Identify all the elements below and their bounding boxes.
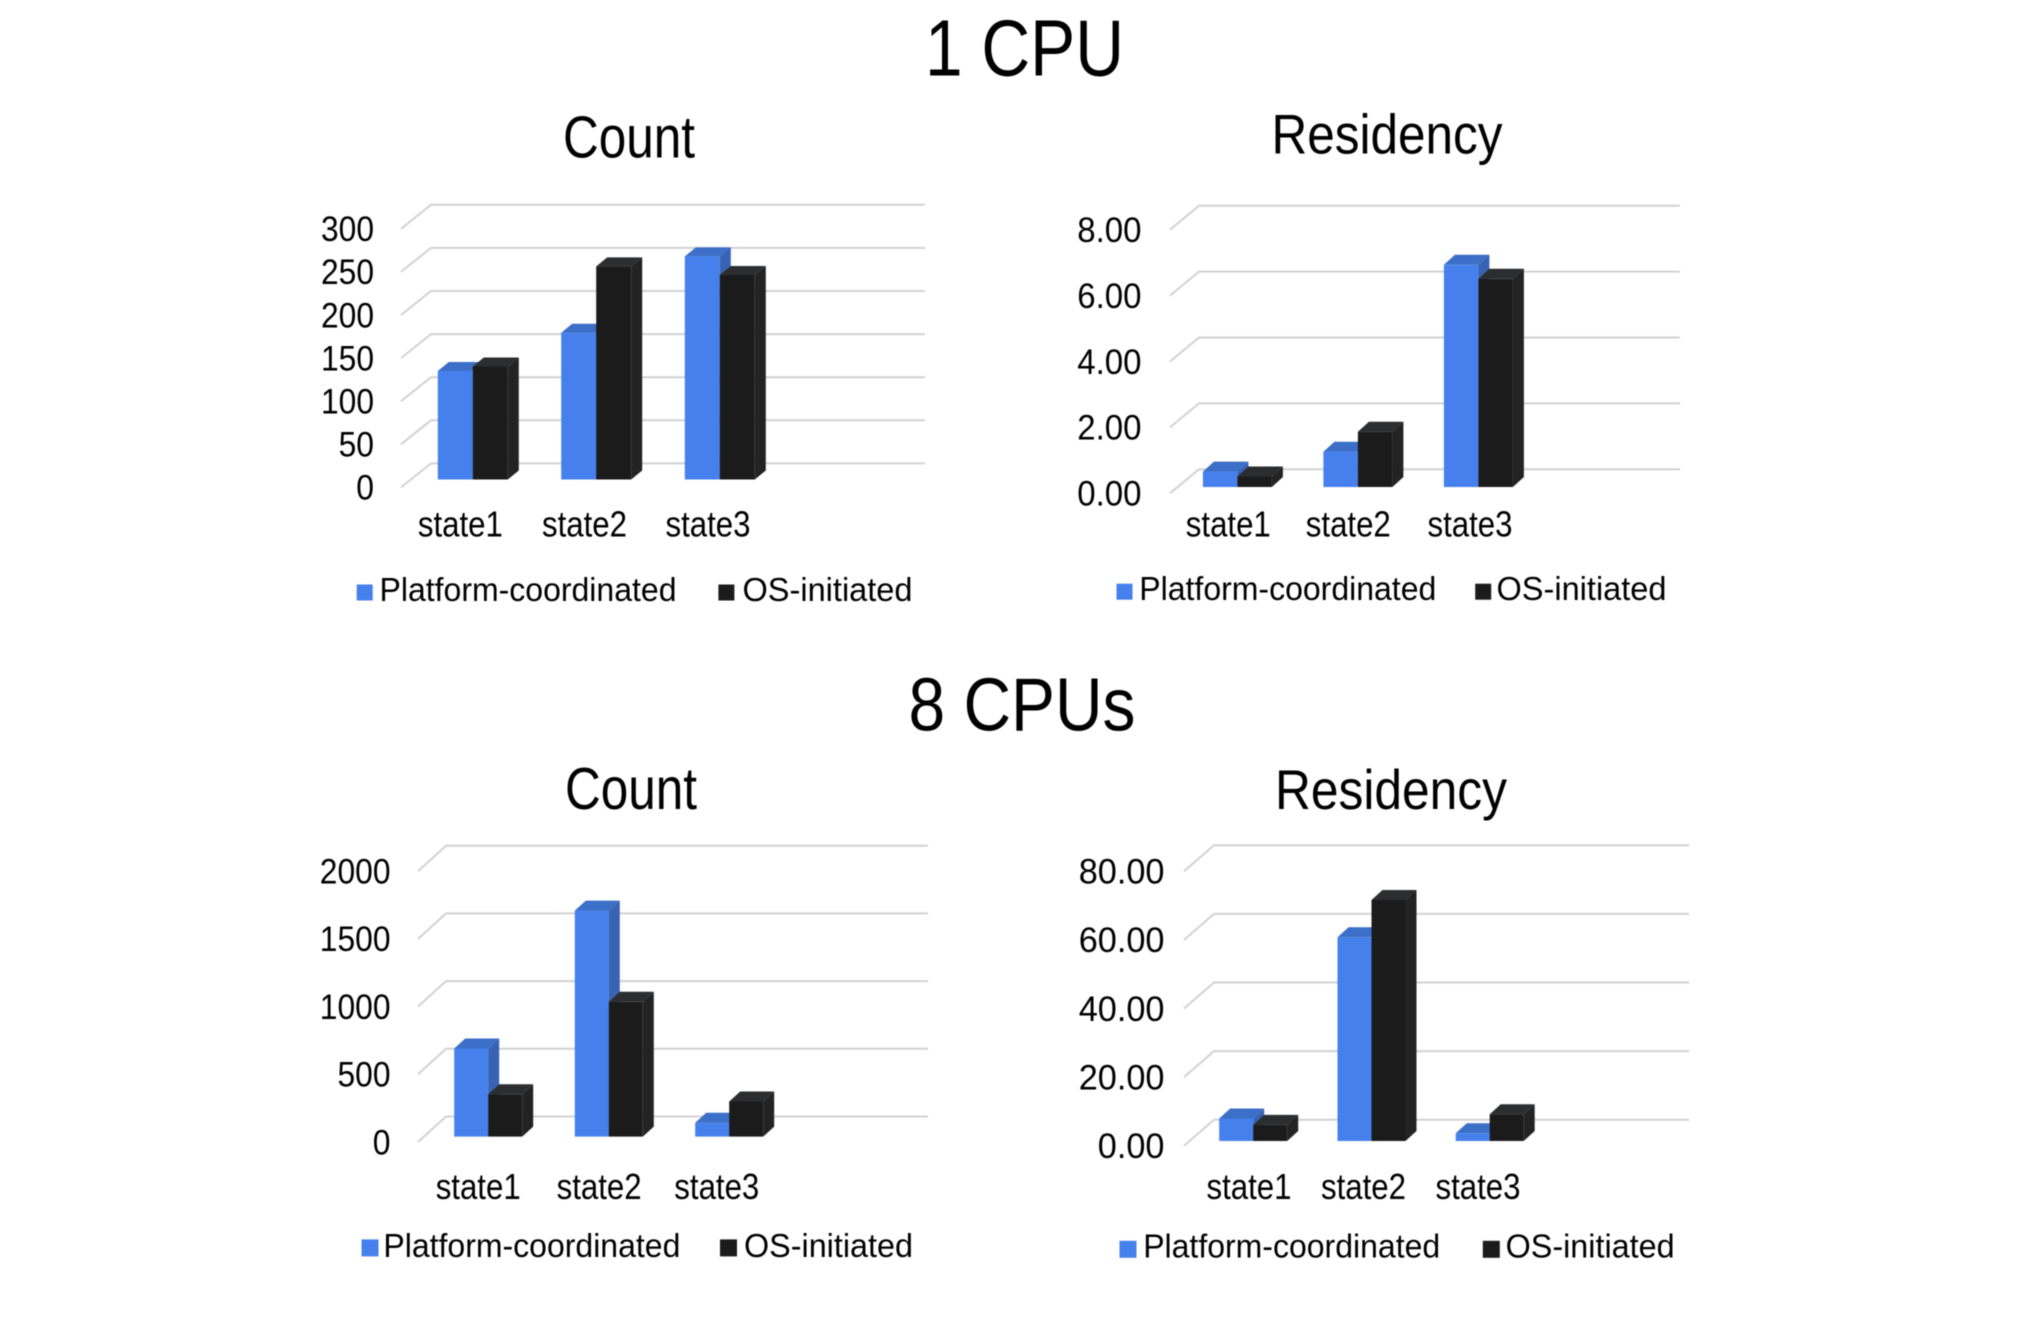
svg-text:OS-initiated: OS-initiated — [1497, 571, 1667, 608]
svg-text:500: 500 — [338, 1056, 391, 1095]
svg-text:0: 0 — [356, 469, 374, 508]
svg-text:state1: state1 — [436, 1166, 521, 1207]
svg-text:state2: state2 — [1306, 504, 1391, 545]
svg-text:0: 0 — [373, 1123, 391, 1162]
svg-text:Residency: Residency — [1272, 103, 1503, 165]
svg-text:150: 150 — [321, 339, 374, 378]
svg-text:300: 300 — [321, 210, 374, 249]
svg-text:1000: 1000 — [320, 988, 391, 1027]
svg-text:60.00: 60.00 — [1079, 921, 1165, 960]
svg-text:50: 50 — [339, 426, 374, 465]
svg-text:state3: state3 — [674, 1166, 759, 1207]
svg-text:state1: state1 — [1186, 504, 1271, 545]
svg-text:state2: state2 — [542, 504, 627, 545]
svg-text:1 CPU: 1 CPU — [925, 4, 1124, 93]
svg-text:OS-initiated: OS-initiated — [743, 572, 913, 609]
svg-text:100: 100 — [321, 383, 374, 422]
svg-text:OS-initiated: OS-initiated — [744, 1228, 913, 1265]
svg-text:state3: state3 — [1428, 504, 1513, 545]
svg-text:state2: state2 — [557, 1166, 642, 1207]
svg-text:1500: 1500 — [320, 920, 391, 959]
svg-text:Count: Count — [565, 755, 697, 822]
svg-text:Residency: Residency — [1275, 759, 1507, 821]
svg-text:Platform-coordinated: Platform-coordinated — [383, 1228, 680, 1265]
svg-text:state3: state3 — [666, 504, 751, 545]
svg-text:Platform-coordinated: Platform-coordinated — [380, 572, 677, 609]
svg-text:state1: state1 — [418, 504, 503, 545]
svg-text:Count: Count — [563, 104, 695, 171]
svg-text:250: 250 — [321, 253, 374, 292]
svg-text:state2: state2 — [1321, 1166, 1406, 1207]
svg-text:0.00: 0.00 — [1077, 475, 1141, 514]
svg-text:2000: 2000 — [320, 853, 391, 892]
svg-text:state3: state3 — [1436, 1166, 1521, 1207]
svg-text:6.00: 6.00 — [1077, 277, 1141, 316]
svg-text:40.00: 40.00 — [1079, 990, 1165, 1029]
svg-text:4.00: 4.00 — [1077, 343, 1141, 382]
svg-text:200: 200 — [321, 296, 374, 335]
svg-text:2.00: 2.00 — [1077, 409, 1141, 448]
svg-text:Platform-coordinated: Platform-coordinated — [1139, 571, 1436, 608]
svg-text:8.00: 8.00 — [1077, 211, 1141, 250]
svg-text:state1: state1 — [1207, 1166, 1292, 1207]
svg-text:OS-initiated: OS-initiated — [1506, 1229, 1675, 1266]
svg-text:0.00: 0.00 — [1098, 1127, 1165, 1166]
svg-text:Platform-coordinated: Platform-coordinated — [1143, 1229, 1440, 1266]
svg-text:8 CPUs: 8 CPUs — [909, 663, 1136, 747]
svg-text:80.00: 80.00 — [1079, 853, 1165, 892]
svg-text:20.00: 20.00 — [1079, 1058, 1165, 1097]
